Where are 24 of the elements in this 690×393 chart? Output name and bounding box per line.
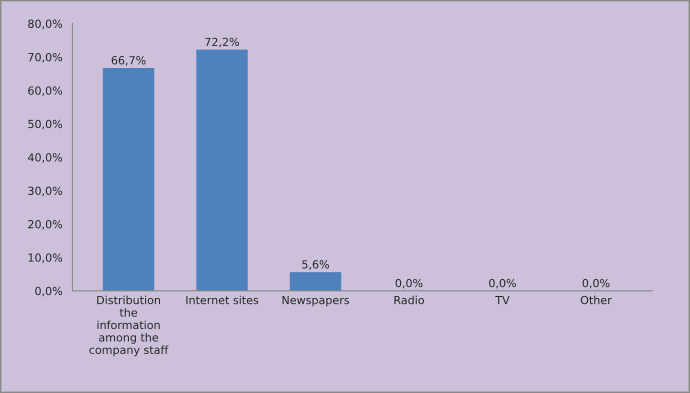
y-tick-label: 10,0%	[28, 253, 62, 263]
y-tick-label: 0,0%	[35, 286, 62, 296]
y-tick-label: 50,0%	[28, 120, 62, 130]
bar	[102, 68, 154, 291]
data-label: 5,6%	[302, 260, 330, 270]
x-tick-label: Newspapers	[282, 296, 350, 306]
data-label: 0,0%	[489, 278, 516, 288]
bar	[290, 272, 342, 291]
y-tick-label: 20,0%	[28, 220, 62, 230]
data-label: 0,0%	[396, 278, 422, 288]
x-tick-label: Other	[580, 296, 612, 304]
x-tick-label: Radio	[394, 296, 424, 304]
x-tick-label: Internet sites	[186, 296, 258, 304]
y-tick-label: 60,0%	[28, 86, 62, 96]
y-tick-label: 30,0%	[28, 186, 62, 196]
data-label: 0,0%	[582, 278, 610, 288]
y-tick-label: 70,0%	[28, 52, 62, 62]
data-label: 72,2%	[205, 38, 240, 48]
x-tick-label: Distribution the information among the company staff	[89, 296, 169, 356]
y-tick-label: 80,0%	[28, 20, 62, 30]
y-tick-label: 40,0%	[28, 153, 62, 163]
data-label: 66,7%	[112, 56, 146, 66]
x-tick-label: TV	[495, 296, 510, 304]
bar	[196, 50, 248, 291]
